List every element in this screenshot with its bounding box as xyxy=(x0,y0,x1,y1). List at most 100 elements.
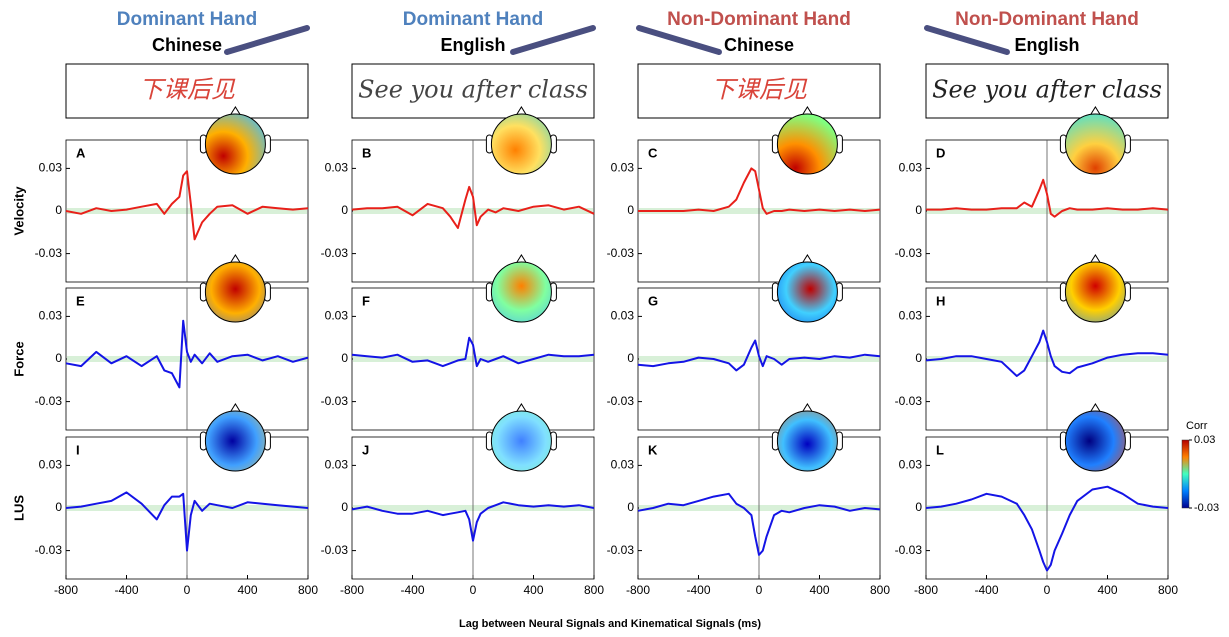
data-line xyxy=(925,329,1169,377)
pen xyxy=(510,25,596,55)
pen xyxy=(924,25,1010,55)
y-tick-label: -0.03 xyxy=(35,543,63,557)
y-tick-label: 0.03 xyxy=(611,161,635,175)
y-tick-label: 0.03 xyxy=(325,161,349,175)
data-line xyxy=(351,336,595,368)
y-tick-label: 0.03 xyxy=(899,458,923,472)
x-tick-label: 800 xyxy=(870,583,890,597)
x-tick-label: -800 xyxy=(54,583,78,597)
row-label: Velocity xyxy=(11,186,26,236)
topomap-nose xyxy=(515,106,527,116)
column-title: Non-Dominant Hand xyxy=(955,9,1139,30)
y-tick-label: 0 xyxy=(55,203,62,217)
panel-label: H xyxy=(936,293,945,308)
y-tick-label: 0.03 xyxy=(899,161,923,175)
panel-label: A xyxy=(76,145,86,160)
handwriting-box xyxy=(637,63,881,119)
y-tick-label: 0 xyxy=(341,500,348,514)
data-line xyxy=(351,501,595,542)
y-tick-label: 0.03 xyxy=(39,309,63,323)
topomap xyxy=(1064,261,1126,323)
y-tick-label: -0.03 xyxy=(321,246,349,260)
topomap-nose xyxy=(1089,254,1101,264)
topomap-nose xyxy=(1089,106,1101,116)
y-tick-label: 0 xyxy=(55,500,62,514)
data-line xyxy=(637,492,881,556)
y-tick-label: -0.03 xyxy=(35,246,63,260)
topomap-nose xyxy=(515,403,527,413)
data-line xyxy=(638,167,881,215)
pen xyxy=(636,25,722,55)
topomap xyxy=(490,113,552,175)
panel-label: G xyxy=(648,293,658,308)
handwriting-box xyxy=(351,63,595,119)
topomap xyxy=(204,261,266,323)
x-tick-label: -800 xyxy=(626,583,650,597)
column-subtitle: Chinese xyxy=(724,35,794,55)
panel-label: I xyxy=(76,442,80,457)
y-tick-label: 0 xyxy=(341,351,348,365)
data-line xyxy=(65,319,309,389)
y-tick-label: 0 xyxy=(341,203,348,217)
panel-label: E xyxy=(76,293,85,308)
x-tick-label: 800 xyxy=(298,583,318,597)
topomap-nose xyxy=(229,106,241,116)
y-tick-label: 0 xyxy=(55,351,62,365)
x-tick-label: 0 xyxy=(1044,583,1051,597)
column-subtitle: Chinese xyxy=(152,35,222,55)
handwriting: 下课后见 xyxy=(711,76,808,104)
y-tick-label: -0.03 xyxy=(321,394,349,408)
x-tick-label: -800 xyxy=(340,583,364,597)
data-line xyxy=(637,339,881,372)
y-tick-label: -0.03 xyxy=(321,543,349,557)
y-tick-label: 0.03 xyxy=(611,458,635,472)
x-tick-label: -400 xyxy=(974,583,998,597)
topomap-nose xyxy=(229,403,241,413)
topomap xyxy=(776,410,838,472)
column-title: Dominant Hand xyxy=(403,9,543,30)
x-tick-label: 800 xyxy=(584,583,604,597)
y-tick-label: 0.03 xyxy=(611,309,635,323)
topomap xyxy=(776,261,838,323)
colorbar xyxy=(1181,439,1190,509)
topomap-nose xyxy=(1089,403,1101,413)
handwriting: See you after class xyxy=(358,76,588,104)
y-tick-label: -0.03 xyxy=(895,543,923,557)
data-line xyxy=(65,491,309,552)
y-tick-label: 0.03 xyxy=(39,458,63,472)
handwriting-box xyxy=(925,63,1169,119)
topomap xyxy=(204,113,266,175)
x-axis-label: Lag between Neural Signals and Kinematic… xyxy=(459,618,761,630)
y-tick-label: 0 xyxy=(627,351,634,365)
x-tick-label: 400 xyxy=(237,583,257,597)
y-tick-label: 0.03 xyxy=(899,309,923,323)
data-line xyxy=(65,170,309,241)
x-tick-label: 0 xyxy=(184,583,191,597)
colorbar-tick-label: -0.03 xyxy=(1194,502,1219,514)
y-tick-label: 0 xyxy=(915,500,922,514)
column-title: Dominant Hand xyxy=(117,9,257,30)
x-tick-label: -400 xyxy=(686,583,710,597)
data-line xyxy=(351,185,595,229)
y-tick-label: 0.03 xyxy=(39,161,63,175)
column-subtitle: English xyxy=(1014,35,1079,55)
x-tick-label: 400 xyxy=(809,583,829,597)
panel-label: D xyxy=(936,145,945,160)
handwriting: 下课后见 xyxy=(139,76,236,104)
topomap-nose xyxy=(801,106,813,116)
topomap-nose xyxy=(229,254,241,264)
x-tick-label: 0 xyxy=(756,583,763,597)
row-label: LUS xyxy=(11,495,26,521)
data-line xyxy=(925,485,1169,572)
y-tick-label: -0.03 xyxy=(607,394,635,408)
y-tick-label: -0.03 xyxy=(895,246,923,260)
y-tick-label: -0.03 xyxy=(895,394,923,408)
data-line xyxy=(926,178,1169,218)
handwriting: See you after class xyxy=(932,76,1162,104)
topomap xyxy=(776,113,838,175)
topomap-nose xyxy=(801,403,813,413)
y-tick-label: -0.03 xyxy=(607,543,635,557)
handwriting-box xyxy=(65,63,309,119)
x-tick-label: 400 xyxy=(1097,583,1117,597)
